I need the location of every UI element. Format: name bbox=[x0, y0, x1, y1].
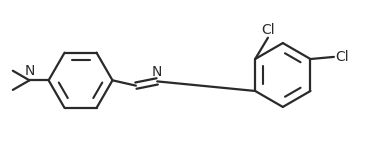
Text: N: N bbox=[152, 65, 162, 79]
Text: Cl: Cl bbox=[261, 23, 275, 37]
Text: N: N bbox=[24, 64, 35, 78]
Text: Cl: Cl bbox=[335, 50, 349, 64]
